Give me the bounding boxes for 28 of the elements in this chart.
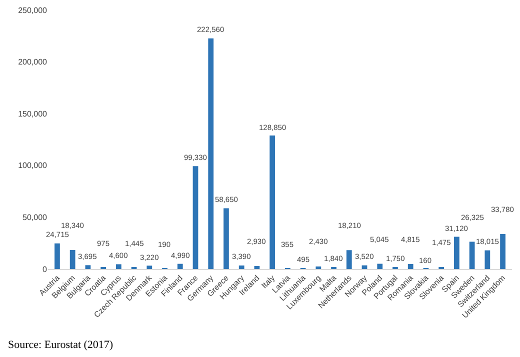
- y-tick-label: 200,000: [18, 58, 48, 67]
- y-tick-label: 150,000: [18, 109, 48, 118]
- bar: [377, 264, 383, 269]
- bar: [270, 136, 276, 269]
- bar: [254, 266, 260, 269]
- bar: [408, 264, 414, 269]
- bar: [208, 38, 214, 269]
- source-note: Source: Eurostat (2017): [8, 339, 114, 351]
- bar: [238, 265, 244, 269]
- bar: [192, 166, 198, 269]
- bar: [85, 265, 91, 269]
- x-tick-label: Italy: [260, 273, 277, 290]
- bar: [116, 264, 122, 269]
- bar: [54, 243, 60, 269]
- bar: [224, 208, 229, 269]
- bar: [346, 250, 352, 269]
- bar: [500, 234, 506, 269]
- bar: [484, 250, 490, 269]
- bar: [70, 250, 76, 269]
- y-tick-label: 250,000: [18, 6, 48, 15]
- bar: [146, 266, 152, 269]
- bar: [177, 264, 183, 269]
- bar: [469, 242, 475, 269]
- bar: [454, 236, 460, 269]
- y-tick-label: 0: [42, 264, 48, 274]
- y-tick-label: 100,000: [18, 161, 48, 170]
- bar: [316, 266, 322, 269]
- y-tick-label: 50,000: [22, 213, 48, 222]
